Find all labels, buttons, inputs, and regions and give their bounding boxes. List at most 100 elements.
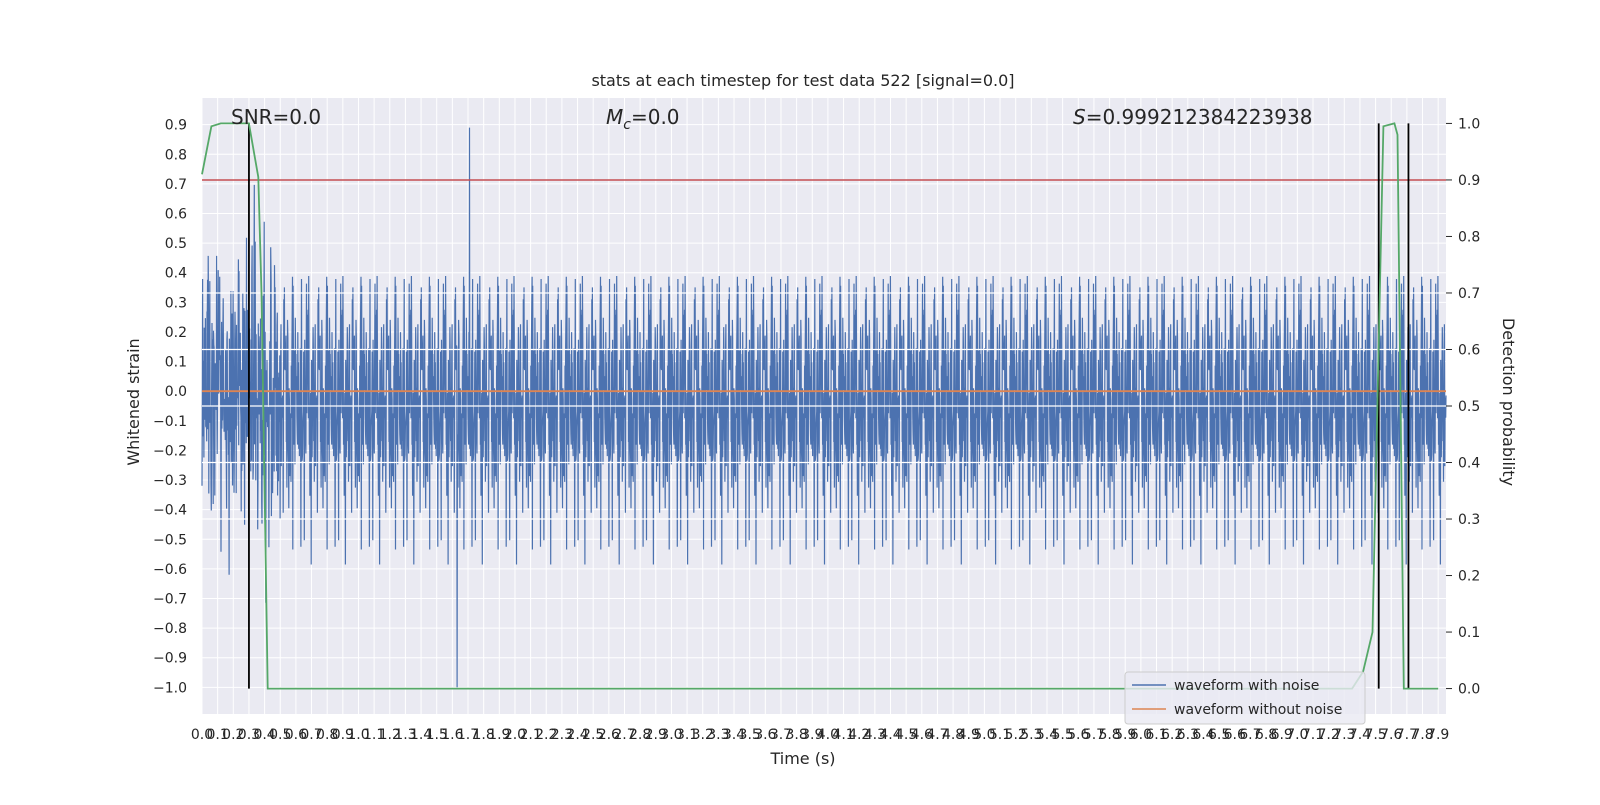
x-tick-label: 6.4 <box>1192 727 1214 743</box>
x-tick-label: 1.9 <box>488 727 510 743</box>
x-tick-label: 2.0 <box>504 727 526 743</box>
x-tick-label: 6.1 <box>1145 727 1167 743</box>
x-tick-label: 7.3 <box>1333 727 1355 743</box>
y2-tick-label: 0.9 <box>1458 173 1480 189</box>
chart-title: stats at each timestep for test data 522… <box>591 71 1014 90</box>
y2-tick-labels: 1.0 0.9 0.8 0.7 0.6 0.5 0.4 0.3 0.2 0.1 0.0 <box>1446 116 1480 698</box>
x-tick-label: 6.2 <box>1161 727 1183 743</box>
y-tick-label: 0.3 <box>165 295 187 311</box>
x-tick-label: 0.4 <box>253 727 275 743</box>
x-tick-label: 1.6 <box>441 727 463 743</box>
x-tick-label: 2.8 <box>629 727 651 743</box>
y-tick-label: −0.2 <box>153 443 187 459</box>
x-tick-label: 3.1 <box>676 727 698 743</box>
y2-tick-label: 0.6 <box>1458 342 1480 358</box>
x-tick-label: 5.3 <box>1020 727 1042 743</box>
x-tick-label: 3.5 <box>739 727 761 743</box>
x-tick-label: 6.9 <box>1271 727 1293 743</box>
y-tick-label: −0.1 <box>153 414 187 430</box>
x-tick-label: 1.1 <box>363 727 385 743</box>
x-tick-label: 0.6 <box>285 727 307 743</box>
x-tick-label: 3.0 <box>660 727 682 743</box>
overlay-lines <box>201 122 1446 690</box>
y2-tick-label: 0.5 <box>1458 399 1480 415</box>
y2-tick-label: 0.7 <box>1458 286 1480 302</box>
x-tick-label: 5.4 <box>1036 727 1058 743</box>
legend: waveform with noise waveform without noi… <box>1124 671 1366 725</box>
y-tick-label: 0.4 <box>165 266 187 282</box>
x-tick-label: 7.7 <box>1396 727 1418 743</box>
y-tick-label: 0.8 <box>165 147 187 163</box>
series-waveform-with-noise <box>201 127 1447 688</box>
x-tick-label: 1.2 <box>379 727 401 743</box>
x-tick-labels: 0.00.10.20.30.40.50.60.70.80.91.01.11.21… <box>191 727 1449 743</box>
chirp-mass-value: =0.0 <box>631 105 680 129</box>
x-tick-label: 7.5 <box>1364 727 1386 743</box>
x-tick-label: 5.5 <box>1051 727 1073 743</box>
y2-tick-label: 0.0 <box>1458 682 1480 698</box>
x-tick-label: 6.3 <box>1177 727 1199 743</box>
x-tick-label: 4.3 <box>864 727 886 743</box>
x-tick-label: 0.3 <box>238 727 260 743</box>
x-tick-label: 7.9 <box>1427 727 1449 743</box>
y-tick-label: 0.7 <box>165 177 187 193</box>
legend-label-waveform-without-noise: waveform without noise <box>1174 702 1342 718</box>
x-tick-label: 5.7 <box>1083 727 1105 743</box>
waveform-with-noise-line <box>201 127 1447 688</box>
x-tick-label: 6.8 <box>1255 727 1277 743</box>
x-tick-label: 3.6 <box>754 727 776 743</box>
snr-annotation: SNR=0.0 <box>231 105 321 129</box>
chirp-mass-symbol: M <box>606 105 623 129</box>
y2-tick-label: 0.3 <box>1458 512 1480 528</box>
y2-tick-label: 0.1 <box>1458 625 1480 641</box>
x-axis-label: Time (s) <box>769 749 835 768</box>
y-tick-label: −0.7 <box>153 592 187 608</box>
x-tick-label: 4.2 <box>848 727 870 743</box>
x-tick-label: 0.5 <box>269 727 291 743</box>
x-tick-label: 4.5 <box>895 727 917 743</box>
chirp-mass-annotation: Mc=0.0 <box>606 105 680 133</box>
x-tick-label: 2.1 <box>519 727 541 743</box>
y-tick-label: −0.9 <box>153 651 187 667</box>
legend-label-waveform-with-noise: waveform with noise <box>1174 678 1319 694</box>
legend-box <box>1124 671 1366 725</box>
y-tick-label: −0.8 <box>153 621 187 637</box>
x-tick-label: 3.8 <box>785 727 807 743</box>
x-tick-label: 0.8 <box>316 727 338 743</box>
x-tick-label: 4.7 <box>926 727 948 743</box>
chirp-mass-subscript: c <box>623 117 631 133</box>
x-tick-label: 0.0 <box>191 727 213 743</box>
x-tick-label: 4.1 <box>832 727 854 743</box>
y2-tick-label: 1.0 <box>1458 116 1480 132</box>
x-tick-label: 4.6 <box>911 727 933 743</box>
x-tick-label: 4.4 <box>879 727 901 743</box>
x-tick-label: 1.3 <box>394 727 416 743</box>
y-tick-label: 0.6 <box>165 207 187 223</box>
x-tick-label: 6.6 <box>1224 727 1246 743</box>
x-tick-label: 2.2 <box>535 727 557 743</box>
y2-tick-label: 0.8 <box>1458 229 1480 245</box>
y-tick-label: 0.0 <box>165 384 187 400</box>
x-tick-label: 7.6 <box>1380 727 1402 743</box>
y-tick-label: 0.5 <box>165 236 187 252</box>
y-tick-label: 0.2 <box>165 325 187 341</box>
x-tick-label: 3.4 <box>723 727 745 743</box>
x-tick-label: 3.3 <box>707 727 729 743</box>
x-tick-label: 3.2 <box>692 727 714 743</box>
y-tick-labels: 0.9 0.8 0.7 0.6 0.5 0.4 0.3 0.2 0.1 0.0 −0.1 −0.2 −0… <box>153 118 187 697</box>
x-tick-label: 7.1 <box>1302 727 1324 743</box>
x-tick-label: 5.1 <box>989 727 1011 743</box>
y-axis-label: Whitened strain <box>124 338 143 465</box>
x-tick-label: 4.9 <box>958 727 980 743</box>
score-annotation: S=0.999212384223938 <box>1073 105 1312 129</box>
x-tick-label: 5.0 <box>973 727 995 743</box>
y-tick-label: 0.1 <box>165 355 187 371</box>
x-tick-label: 7.8 <box>1411 727 1433 743</box>
x-tick-label: 0.1 <box>207 727 229 743</box>
x-tick-label: 2.9 <box>645 727 667 743</box>
x-tick-label: 1.0 <box>347 727 369 743</box>
x-tick-label: 3.7 <box>770 727 792 743</box>
x-tick-label: 4.8 <box>942 727 964 743</box>
